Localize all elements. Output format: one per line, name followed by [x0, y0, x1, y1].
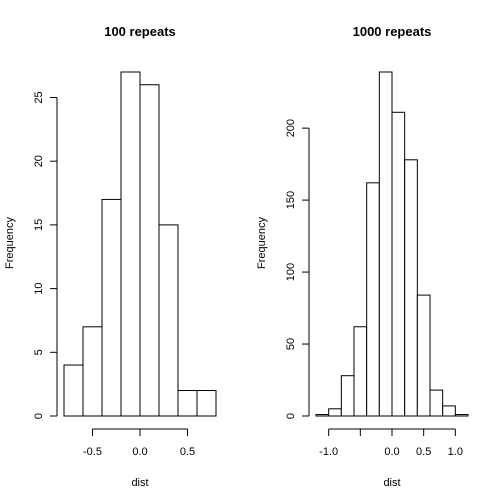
histogram-bar	[139, 84, 160, 417]
y-axis-label: Frequency	[256, 217, 268, 269]
histogram-bar	[120, 71, 141, 417]
histogram-bar	[315, 414, 330, 417]
y-tick-label: 100	[285, 263, 297, 281]
histogram-bar	[353, 326, 368, 417]
y-tick-label: 50	[285, 338, 297, 350]
x-axis-label: dist	[131, 477, 148, 489]
histogram-bar	[416, 294, 431, 417]
x-tick-label: -1.0	[319, 446, 338, 458]
x-axis: -1.0 0.0 0.5 1.0	[319, 428, 463, 458]
histogram-bar	[328, 408, 342, 417]
x-tick-label: 0.0	[384, 446, 399, 458]
x-tick-label: 0.5	[180, 446, 195, 458]
chart-title: 100 repeats	[104, 24, 176, 39]
histogram-bar	[196, 390, 217, 417]
y-tick-label: 200	[285, 119, 297, 137]
x-tick-label: 0.5	[416, 446, 431, 458]
y-tick-label: 150	[285, 191, 297, 209]
histogram-bar	[378, 71, 393, 417]
y-tick-label: 0	[285, 413, 297, 419]
y-tick-label: 25	[33, 91, 45, 103]
histogram-panel-1000-repeats: 1000 repeats dist Frequency -1.0 0.0 0.5 1.…	[256, 24, 469, 489]
histogram-bar	[442, 405, 456, 417]
x-axis-label: dist	[383, 477, 400, 489]
y-tick-label: 15	[33, 219, 45, 231]
x-tick-label: 0.0	[132, 446, 147, 458]
bar-group	[63, 71, 217, 417]
x-axis: -0.5 0.0 0.5	[83, 428, 195, 458]
histogram-panel-100-repeats: 100 repeats dist Frequency -0.5 0.0 0.5 0 5…	[4, 24, 217, 489]
y-tick-label: 20	[33, 155, 45, 167]
bar-group	[315, 71, 469, 417]
histogram-bar	[63, 364, 84, 417]
histogram-bar	[158, 224, 179, 417]
y-tick-label: 10	[33, 282, 45, 294]
x-tick-label: -0.5	[83, 446, 102, 458]
histogram-bar	[82, 326, 103, 417]
y-tick-label: 0	[33, 413, 45, 419]
chart-title: 1000 repeats	[353, 24, 432, 39]
histogram-bar	[429, 389, 444, 417]
y-axis: 0 5 10 15 20 25	[33, 91, 58, 419]
histogram-bar	[177, 390, 198, 417]
histogram-bar	[404, 159, 418, 417]
histogram-bar	[101, 198, 122, 417]
y-axis: 0 50 100 150 200	[285, 119, 310, 419]
y-tick-label: 5	[33, 349, 45, 355]
y-axis-label: Frequency	[4, 217, 16, 269]
histogram-bar	[340, 375, 355, 417]
x-tick-label: 1.0	[448, 446, 463, 458]
histogram-bar	[391, 111, 406, 417]
histogram-bar	[454, 414, 469, 417]
histogram-bar	[366, 182, 380, 417]
